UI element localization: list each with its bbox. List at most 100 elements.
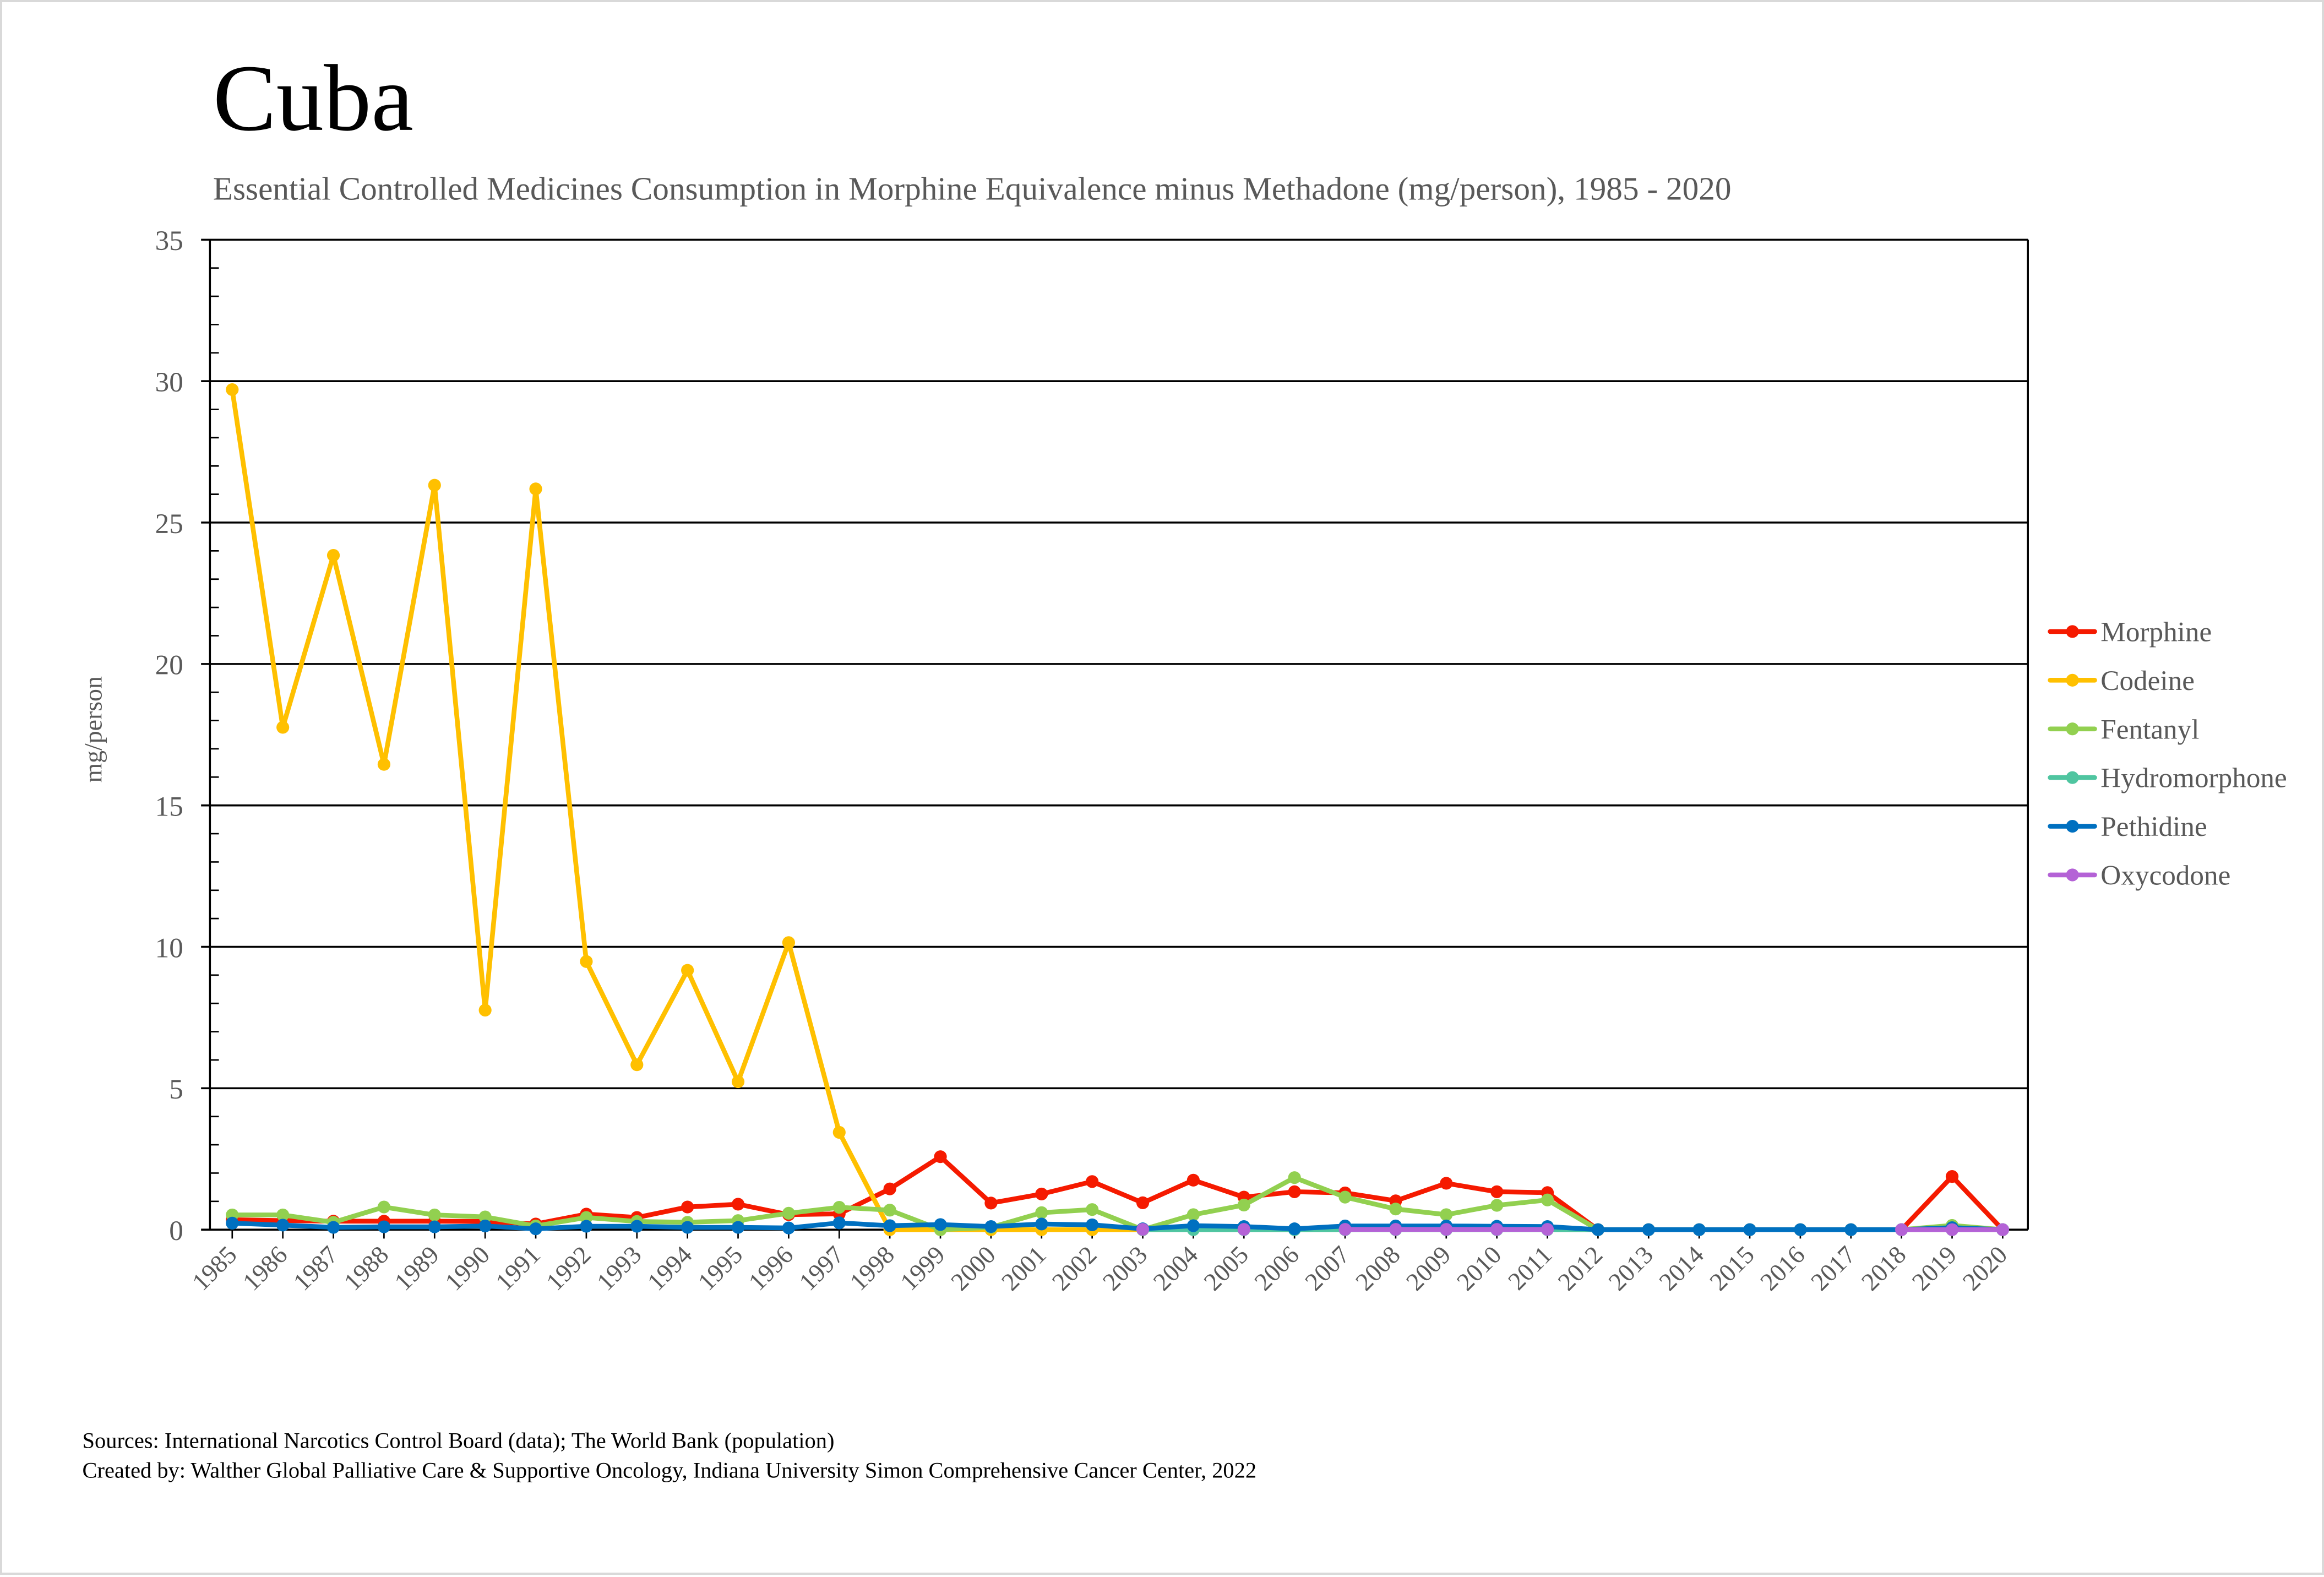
x-tick-label: 2014 xyxy=(1653,1241,1709,1296)
x-tick-label: 1989 xyxy=(389,1241,444,1296)
data-point-pethidine xyxy=(326,1221,340,1234)
x-tick-label: 2012 xyxy=(1552,1241,1608,1296)
x-tick-label: 2005 xyxy=(1198,1241,1254,1296)
data-point-oxycodone xyxy=(1136,1223,1150,1236)
data-point-morphine xyxy=(934,1150,947,1163)
series-lines xyxy=(226,383,2009,1236)
x-tick-label: 1995 xyxy=(693,1241,748,1296)
data-point-morphine xyxy=(1086,1175,1099,1188)
x-tick-label: 1986 xyxy=(237,1241,293,1296)
data-point-fentanyl xyxy=(428,1208,441,1222)
data-point-morphine xyxy=(984,1197,998,1210)
x-tick-label: 2019 xyxy=(1907,1241,1962,1296)
legend-swatch-marker xyxy=(2066,771,2079,784)
data-point-fentanyl xyxy=(276,1208,290,1222)
data-point-pethidine xyxy=(731,1221,745,1234)
data-point-pethidine xyxy=(832,1216,846,1230)
data-point-codeine xyxy=(782,936,795,949)
data-point-morphine xyxy=(1490,1185,1504,1198)
x-tick-label: 1990 xyxy=(439,1241,495,1296)
x-tick-label: 1985 xyxy=(187,1241,242,1296)
legend-swatch-marker xyxy=(2066,868,2079,882)
legend-swatch-marker xyxy=(2066,673,2079,687)
data-point-pethidine xyxy=(1035,1217,1048,1231)
x-tick-label: 2007 xyxy=(1299,1241,1355,1296)
data-point-pethidine xyxy=(630,1220,644,1233)
legend-label: Oxycodone xyxy=(2100,860,2230,891)
x-tick-label: 2020 xyxy=(1957,1241,2012,1296)
data-point-pethidine xyxy=(1288,1222,1301,1236)
series-morphine xyxy=(226,1150,2009,1236)
data-point-oxycodone xyxy=(1895,1223,1908,1236)
data-point-fentanyl xyxy=(1237,1198,1250,1212)
data-point-pethidine xyxy=(1743,1223,1756,1236)
legend-swatch-marker xyxy=(2066,819,2079,833)
data-point-pethidine xyxy=(883,1219,896,1232)
data-point-pethidine xyxy=(1086,1218,1099,1232)
data-point-fentanyl xyxy=(580,1211,593,1224)
data-point-codeine xyxy=(478,1003,492,1017)
data-point-pethidine xyxy=(1692,1223,1706,1236)
data-point-pethidine xyxy=(1591,1223,1604,1236)
data-point-pethidine xyxy=(1642,1223,1655,1236)
data-point-codeine xyxy=(630,1058,644,1072)
chart-title: Cuba xyxy=(213,46,413,151)
series-codeine xyxy=(226,383,1150,1236)
data-point-codeine xyxy=(226,383,239,396)
x-tick-label: 1996 xyxy=(743,1241,798,1296)
data-point-codeine xyxy=(832,1125,846,1139)
legend-item-fentanyl: Fentanyl xyxy=(2048,714,2199,745)
x-tick-label: 2009 xyxy=(1401,1241,1456,1296)
x-tick-label: 1997 xyxy=(793,1241,849,1296)
x-tick-label: 1999 xyxy=(895,1241,950,1296)
x-tick-label: 1992 xyxy=(541,1241,596,1296)
x-tick-label: 2017 xyxy=(1805,1241,1861,1296)
data-point-pethidine xyxy=(478,1219,492,1233)
data-point-morphine xyxy=(1440,1177,1453,1190)
x-axis-ticks: 1985198619871988198919901991199219931994… xyxy=(187,1230,2012,1296)
x-tick-label: 2004 xyxy=(1147,1241,1203,1296)
data-point-fentanyl xyxy=(1338,1190,1352,1204)
data-point-pethidine xyxy=(276,1219,290,1232)
data-point-oxycodone xyxy=(1945,1223,1959,1236)
footer-sources: Sources: International Narcotics Control… xyxy=(83,1428,835,1453)
data-point-fentanyl xyxy=(377,1200,391,1214)
y-tick-label: 0 xyxy=(169,1215,183,1247)
x-tick-label: 1998 xyxy=(844,1241,900,1296)
data-point-fentanyl xyxy=(1288,1171,1301,1184)
data-point-morphine xyxy=(1288,1185,1301,1198)
data-point-pethidine xyxy=(934,1218,947,1231)
data-point-morphine xyxy=(883,1182,896,1195)
data-point-codeine xyxy=(529,482,542,496)
data-point-morphine xyxy=(681,1200,694,1214)
legend-label: Pethidine xyxy=(2100,811,2207,842)
x-tick-label: 1993 xyxy=(591,1241,647,1296)
legend-label: Morphine xyxy=(2100,616,2212,648)
x-tick-label: 2008 xyxy=(1350,1241,1406,1296)
data-point-fentanyl xyxy=(1440,1208,1453,1221)
y-tick-label: 25 xyxy=(155,508,183,540)
x-tick-label: 2000 xyxy=(945,1241,1001,1296)
x-tick-label: 1991 xyxy=(490,1241,546,1296)
legend-item-oxycodone: Oxycodone xyxy=(2048,860,2230,891)
x-tick-label: 1994 xyxy=(642,1241,698,1296)
data-point-codeine xyxy=(377,758,391,771)
data-point-codeine xyxy=(580,955,593,968)
x-tick-label: 2010 xyxy=(1451,1241,1507,1296)
data-point-pethidine xyxy=(1794,1223,1807,1236)
data-point-codeine xyxy=(428,478,441,492)
data-point-pethidine xyxy=(1187,1219,1200,1232)
data-point-fentanyl xyxy=(883,1204,896,1217)
data-point-morphine xyxy=(1136,1196,1150,1209)
data-point-fentanyl xyxy=(1389,1203,1402,1216)
data-point-pethidine xyxy=(580,1220,593,1233)
footer-created-by: Created by: Walther Global Palliative Ca… xyxy=(83,1458,1257,1482)
legend-item-codeine: Codeine xyxy=(2048,665,2195,697)
data-point-pethidine xyxy=(529,1222,542,1236)
data-point-fentanyl xyxy=(832,1201,846,1214)
data-point-morphine xyxy=(1187,1173,1200,1187)
y-tick-label: 10 xyxy=(155,932,183,964)
legend-label: Hydromorphone xyxy=(2100,763,2287,794)
data-point-oxycodone xyxy=(1541,1223,1554,1236)
